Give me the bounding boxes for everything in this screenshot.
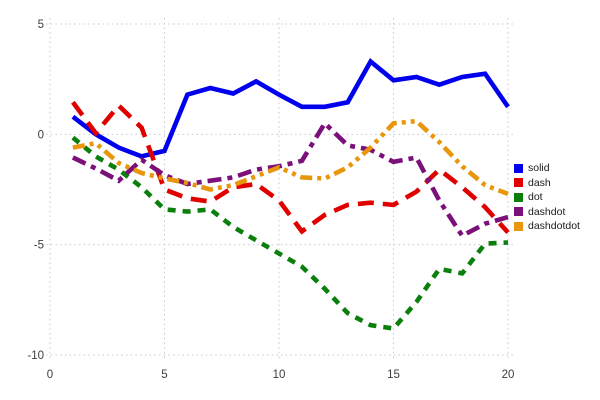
chart-legend: solid dash dot dashdot dashdotdot — [514, 161, 580, 234]
legend-swatch-dot — [514, 192, 523, 202]
legend-swatch-dash — [514, 178, 523, 188]
series-line-dashdot — [71, 119, 509, 239]
legend-item-dash: dash — [514, 176, 580, 191]
legend-item-dot: dot — [514, 190, 580, 205]
x-tick-label: 10 — [273, 369, 286, 381]
series-line-dash — [71, 100, 510, 235]
legend-item-dashdotdot: dashdotdot — [514, 219, 580, 234]
legend-swatch-dashdot — [514, 207, 523, 217]
x-tick-label: 15 — [387, 369, 400, 381]
legend-label: dashdot — [528, 205, 566, 218]
y-tick-label: 0 — [38, 129, 44, 141]
y-tick-label: 5 — [38, 19, 44, 31]
legend-label: dashdotdot — [528, 220, 580, 233]
series-line-solid — [71, 57, 510, 159]
series-line-dot — [71, 135, 509, 331]
x-tick-label: 5 — [161, 369, 167, 381]
x-tick-label: 0 — [47, 369, 53, 381]
legend-label: dot — [528, 191, 543, 204]
legend-label: dash — [528, 176, 551, 189]
x-tick-label: 20 — [502, 369, 515, 381]
legend-label: solid — [528, 162, 550, 175]
legend-item-solid: solid — [514, 161, 580, 176]
legend-item-dashdot: dashdot — [514, 205, 580, 220]
y-tick-label: -5 — [34, 240, 44, 252]
legend-swatch-solid — [514, 163, 523, 173]
y-tick-label: -10 — [27, 350, 44, 362]
legend-swatch-dashdotdot — [514, 221, 523, 231]
